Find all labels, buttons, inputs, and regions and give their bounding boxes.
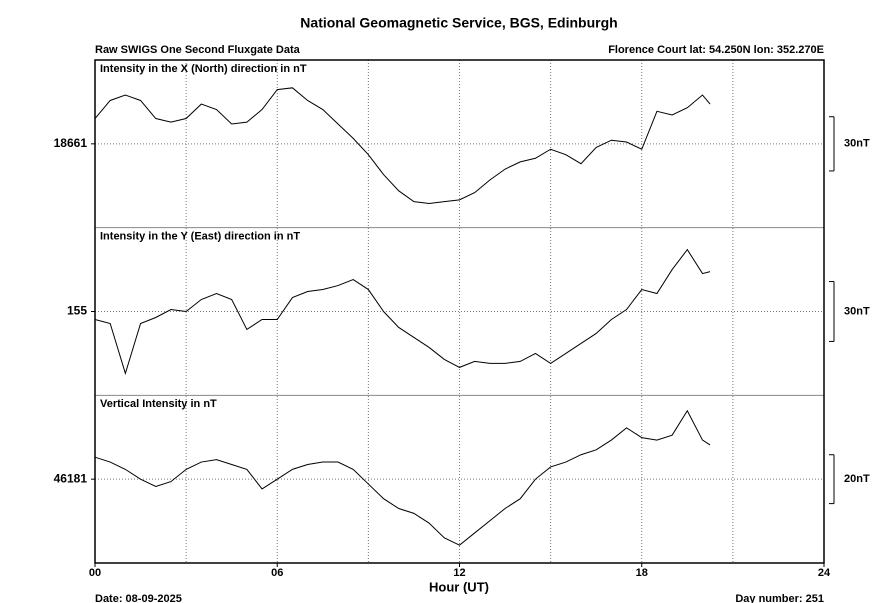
chart-title: National Geomagnetic Service, BGS, Edinb…: [300, 15, 617, 31]
header-left: Raw SWIGS One Second Fluxgate Data: [95, 44, 301, 56]
y-tick-label: 18661: [54, 136, 88, 150]
header-right: Florence Court lat: 54.250N lon: 352.270…: [608, 44, 824, 56]
footer-right: Day number: 251: [735, 593, 824, 603]
x-tick-label: 24: [818, 567, 831, 579]
data-line: [94, 87, 711, 204]
scale-bar-label: 20nT: [844, 473, 870, 485]
panel-label: Intensity in the X (North) direction in …: [100, 63, 307, 75]
x-tick-label: 18: [636, 567, 648, 579]
data-line: [94, 248, 711, 376]
x-tick-label: 12: [453, 567, 465, 579]
x-tick-label: 06: [271, 567, 283, 579]
x-tick-label: 00: [89, 567, 101, 579]
footer-left: Date: 08-09-2025: [95, 593, 182, 603]
panel-label: Vertical Intensity in nT: [100, 398, 217, 410]
data-line: [94, 409, 711, 546]
x-axis-label: Hour (UT): [429, 579, 489, 594]
scale-bar-label: 30nT: [844, 305, 870, 317]
plot-frame: [94, 59, 825, 564]
y-tick-label: 46181: [54, 471, 88, 485]
y-tick-label: 155: [67, 304, 87, 318]
panel-label: Intensity in the Y (East) direction in n…: [100, 231, 300, 243]
scale-bar-label: 30nT: [844, 138, 870, 150]
